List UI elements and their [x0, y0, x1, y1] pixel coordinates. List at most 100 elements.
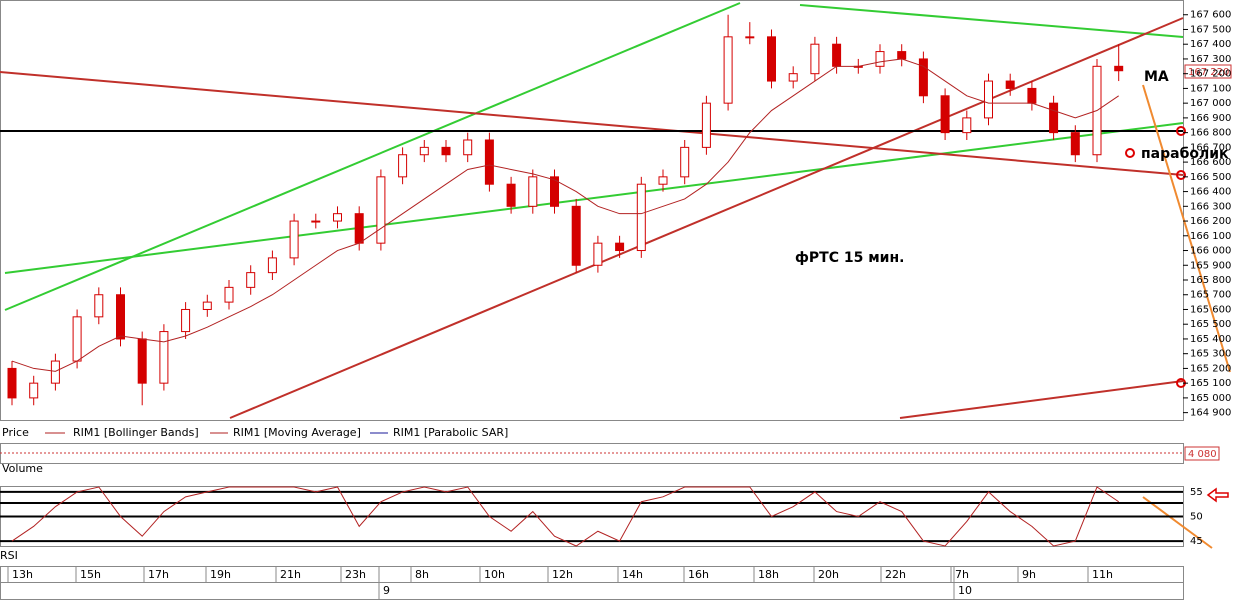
candle-body	[1005, 80, 1015, 89]
y-tick-label: 165 200	[1190, 363, 1231, 374]
candle-body	[398, 154, 408, 178]
day-label: 9	[383, 584, 390, 597]
price-panel	[0, 0, 1184, 421]
y-tick-label: 167 000	[1190, 98, 1231, 109]
candle-body	[267, 257, 277, 274]
trend-line	[799, 4, 1184, 38]
y-tick-label: 167 300	[1190, 54, 1231, 65]
candle-body	[745, 36, 755, 39]
candle-body	[940, 95, 950, 134]
candle-body	[333, 213, 342, 222]
candle-body	[701, 102, 711, 148]
trend-line	[4, 2, 741, 311]
candle-body	[1114, 65, 1124, 72]
y-tick-label: 165 100	[1190, 378, 1231, 389]
candle-body	[50, 360, 60, 384]
time-label: 13h	[12, 568, 33, 581]
marker	[1176, 126, 1186, 136]
candle-body	[680, 146, 690, 178]
y-tick-label: 167 500	[1190, 24, 1231, 35]
arrow-icon	[1206, 487, 1229, 503]
candle-body	[767, 36, 776, 82]
candle-body	[506, 183, 516, 207]
time-label: 9h	[1022, 568, 1036, 581]
legend-item: Price	[2, 426, 29, 439]
y-tick-label: 166 400	[1190, 187, 1231, 198]
candle-body	[636, 183, 646, 252]
day-label: 10	[958, 584, 972, 597]
time-label: 15h	[80, 568, 101, 581]
candle-body	[202, 301, 212, 310]
time-label: 12h	[552, 568, 573, 581]
trend-line	[0, 71, 1184, 176]
time-label: 7h	[955, 568, 969, 581]
legend-item: RIM1 [Bollinger Bands]	[73, 426, 199, 439]
candle-body	[311, 220, 321, 223]
y-tick-label: 165 800	[1190, 275, 1231, 286]
y-tick-label: 166 800	[1190, 128, 1231, 139]
volume-value: 4 080	[1188, 449, 1217, 460]
y-tick-label: 167 200	[1190, 69, 1231, 80]
y-tick-label: 165 500	[1190, 319, 1231, 330]
y-tick-label: 165 700	[1190, 290, 1231, 301]
candle-body	[159, 331, 169, 384]
y-tick-label: 165 400	[1190, 334, 1231, 345]
trend-line	[4, 122, 1184, 274]
candle-body	[615, 242, 625, 252]
time-label: 11h	[1092, 568, 1113, 581]
annotation: параболик	[1141, 146, 1229, 162]
rsi-tick-label: 55	[1190, 487, 1203, 498]
candle-body	[354, 213, 364, 244]
y-tick-label: 166 000	[1190, 246, 1231, 257]
candle-body	[463, 139, 473, 156]
candle-body	[1049, 102, 1059, 134]
time-label: 16h	[688, 568, 709, 581]
time-label: 19h	[210, 568, 231, 581]
time-label: 10h	[484, 568, 505, 581]
y-tick-label: 167 400	[1190, 39, 1231, 50]
rsi-line	[11, 486, 1119, 547]
trend-line	[229, 17, 1184, 419]
candle-body	[832, 43, 842, 67]
candle-body	[918, 58, 928, 97]
candle-body	[224, 286, 234, 303]
time-label: 23h	[345, 568, 366, 581]
candle-body	[246, 272, 256, 288]
ma-line	[11, 58, 1119, 372]
candle-body	[419, 146, 429, 156]
trend-line	[899, 380, 1184, 419]
time-label: 22h	[885, 568, 906, 581]
trend-lines	[0, 2, 1231, 549]
candle-body	[658, 176, 668, 185]
volume-label: Volume	[2, 462, 43, 475]
candle-body	[1070, 132, 1080, 156]
y-tick-label: 167 100	[1190, 83, 1231, 94]
candle-body	[181, 308, 191, 333]
y-tick-label: 166 200	[1190, 216, 1231, 227]
forecast-arrow	[1142, 496, 1213, 549]
price-box	[1184, 64, 1232, 79]
y-tick-label: 164 900	[1190, 408, 1231, 419]
candle-body	[116, 294, 125, 340]
y-tick-label: 167 600	[1190, 10, 1231, 21]
marker	[1125, 148, 1135, 158]
candle-body	[29, 382, 39, 399]
time-label: 17h	[148, 568, 169, 581]
forecast-arrow	[1142, 84, 1231, 373]
candle-body	[137, 338, 147, 384]
y-tick-label: 166 600	[1190, 157, 1231, 168]
time-label: 20h	[818, 568, 839, 581]
time-label: 14h	[622, 568, 643, 581]
candle-body	[788, 73, 798, 82]
y-tick-label: 166 300	[1190, 201, 1231, 212]
candle-body	[289, 220, 299, 259]
candle-body	[571, 205, 581, 266]
candle-body	[528, 176, 538, 207]
volume-box	[1184, 446, 1220, 461]
candle-body	[484, 139, 494, 185]
candle-body	[376, 176, 386, 244]
candle-body	[94, 294, 104, 318]
y-tick-label: 166 500	[1190, 172, 1231, 183]
